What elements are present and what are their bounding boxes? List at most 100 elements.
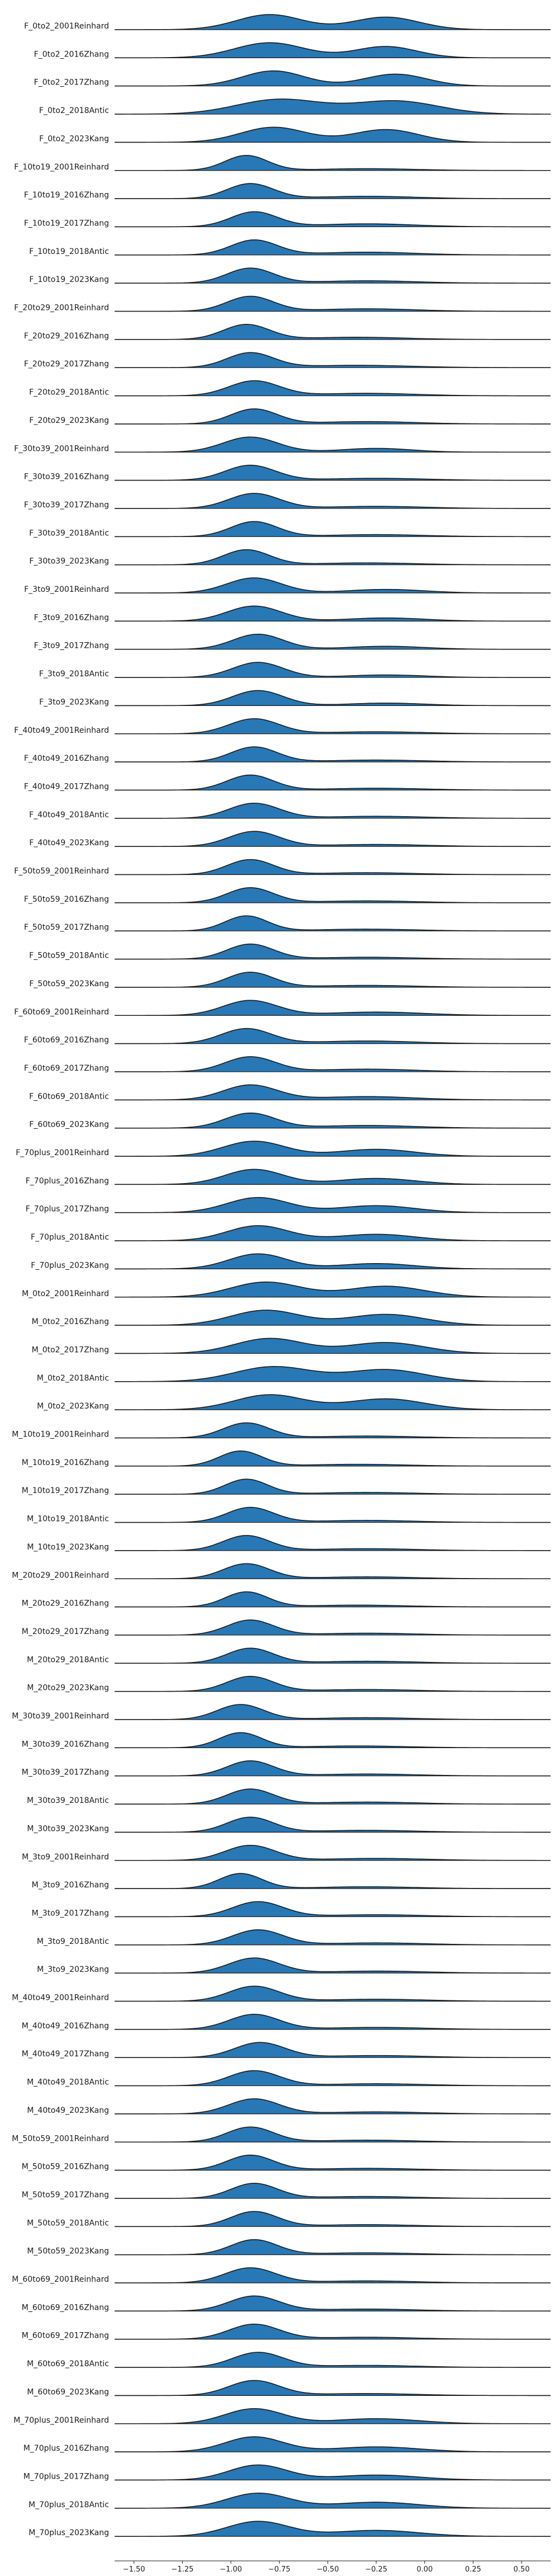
ridge-row: F_20to29_2023Kang bbox=[29, 408, 551, 425]
density-fill bbox=[115, 2437, 551, 2452]
ridge-row: F_40to49_2016Zhang bbox=[24, 746, 551, 763]
row-label: F_10to19_2023Kang bbox=[29, 275, 109, 284]
ridge-row: M_20to29_2016Zhang bbox=[22, 1591, 551, 1608]
row-label: M_10to19_2018Antic bbox=[27, 1515, 109, 1524]
density-fill bbox=[115, 887, 551, 903]
density-curve bbox=[115, 774, 551, 791]
row-label: F_50to59_2018Antic bbox=[29, 952, 109, 960]
row-label: M_30to39_2018Antic bbox=[27, 1796, 109, 1805]
row-label: M_20to29_2023Kang bbox=[27, 1684, 109, 1693]
density-curve bbox=[115, 1028, 551, 1044]
row-label: M_10to19_2016Zhang bbox=[22, 1458, 109, 1467]
density-curve bbox=[115, 1478, 551, 1495]
row-label: M_3to9_2016Zhang bbox=[32, 1881, 109, 1890]
row-label: M_50to59_2023Kang bbox=[27, 2247, 109, 2256]
row-label: M_3to9_2001Reinhard bbox=[22, 1853, 109, 1862]
density-fill bbox=[115, 211, 551, 227]
row-label: M_0to2_2001Reinhard bbox=[22, 1289, 109, 1298]
density-curve bbox=[115, 2042, 551, 2058]
density-fill bbox=[115, 690, 551, 706]
density-curve bbox=[115, 2126, 551, 2143]
x-axis: −1.50 −1.25 −1.00 −0.75 −0.50 −0.25 0.00 0.25 0.… bbox=[115, 2560, 551, 2574]
row-label: M_10to19_2023Kang bbox=[27, 1543, 109, 1552]
density-fill bbox=[115, 2352, 551, 2368]
density-curve bbox=[115, 352, 551, 368]
density-fill bbox=[115, 437, 551, 453]
ridge-row: F_60to69_2001Reinhard bbox=[14, 1000, 551, 1016]
row-label: F_10to19_2001Reinhard bbox=[14, 163, 109, 172]
density-fill bbox=[115, 2042, 551, 2058]
density-fill bbox=[115, 1141, 551, 1156]
density-fill bbox=[115, 1929, 551, 1945]
ridge-row: M_40to49_2018Antic bbox=[27, 2070, 551, 2087]
density-curve bbox=[115, 1310, 551, 1326]
ridge-row: F_60to69_2016Zhang bbox=[24, 1028, 551, 1045]
density-fill bbox=[115, 662, 551, 678]
density-fill bbox=[115, 606, 551, 621]
density-fill bbox=[115, 43, 551, 58]
density-fill bbox=[115, 1535, 551, 1551]
ridge-row: M_30to39_2018Antic bbox=[27, 1788, 551, 1805]
row-label: M_30to39_2023Kang bbox=[27, 1824, 109, 1833]
ridge-row: M_10to19_2016Zhang bbox=[22, 1451, 551, 1467]
ridge-row: M_10to19_2001Reinhard bbox=[12, 1422, 551, 1439]
ridge-row: F_50to59_2023Kang bbox=[29, 972, 551, 988]
ridge-row: F_50to59_2001Reinhard bbox=[14, 859, 551, 876]
density-curve bbox=[115, 2295, 551, 2312]
ridge-row: M_60to69_2017Zhang bbox=[22, 2323, 551, 2340]
row-label: M_60to69_2001Reinhard bbox=[12, 2275, 109, 2284]
density-curve bbox=[115, 324, 551, 340]
density-curve bbox=[115, 662, 551, 678]
density-fill bbox=[115, 775, 551, 790]
density-fill bbox=[115, 1366, 551, 1382]
density-fill bbox=[115, 2014, 551, 2029]
density-fill bbox=[115, 1028, 551, 1044]
ridge-rows: F_0to2_2001Reinhard F_0to2_2016Zhang F_0to… bbox=[12, 14, 551, 2537]
density-curve bbox=[115, 436, 551, 453]
ridge-row: F_0to2_2023Kang bbox=[39, 126, 551, 143]
row-label: F_30to39_2023Kang bbox=[29, 557, 109, 566]
density-fill bbox=[115, 2070, 551, 2086]
density-curve bbox=[115, 2014, 551, 2030]
density-curve bbox=[115, 1535, 551, 1551]
density-curve bbox=[115, 1816, 551, 1833]
density-fill bbox=[115, 1789, 551, 1805]
row-label: F_3to9_2016Zhang bbox=[34, 613, 109, 622]
ridge-row: F_0to2_2001Reinhard bbox=[24, 14, 551, 31]
density-fill bbox=[115, 747, 551, 762]
density-fill bbox=[115, 803, 551, 818]
row-label: F_30to39_2001Reinhard bbox=[14, 444, 109, 453]
row-label: M_70plus_2017Zhang bbox=[23, 2472, 109, 2481]
ridge-row: M_20to29_2018Antic bbox=[27, 1647, 551, 1664]
ridge-row: F_20to29_2017Zhang bbox=[24, 352, 551, 369]
density-fill bbox=[115, 493, 551, 508]
x-tick-label: −1.25 bbox=[171, 2565, 193, 2573]
density-curve bbox=[115, 1056, 551, 1072]
row-label: F_60to69_2017Zhang bbox=[24, 1064, 109, 1073]
row-label: M_0to2_2023Kang bbox=[37, 1402, 109, 1411]
row-label: M_70plus_2016Zhang bbox=[23, 2444, 109, 2453]
ridge-row: F_10to19_2018Antic bbox=[29, 239, 551, 256]
density-fill bbox=[115, 1845, 551, 1861]
density-fill bbox=[115, 127, 551, 143]
ridge-row: M_60to69_2016Zhang bbox=[22, 2295, 551, 2312]
density-curve bbox=[115, 1422, 551, 1439]
ridge-row: F_40to49_2018Antic bbox=[29, 802, 551, 820]
density-fill bbox=[115, 239, 551, 255]
density-fill bbox=[115, 718, 551, 734]
ridge-row: M_10to19_2018Antic bbox=[27, 1506, 551, 1524]
density-fill bbox=[115, 1479, 551, 1495]
ridge-row: M_50to59_2017Zhang bbox=[22, 2183, 551, 2200]
row-label: F_60to69_2016Zhang bbox=[24, 1036, 109, 1045]
density-fill bbox=[115, 1648, 551, 1664]
row-label: F_70plus_2017Zhang bbox=[26, 1205, 109, 1214]
density-curve bbox=[115, 1985, 551, 2002]
density-curve bbox=[115, 1788, 551, 1805]
ridge-row: F_10to19_2023Kang bbox=[29, 267, 551, 284]
density-curve bbox=[115, 2183, 551, 2199]
density-fill bbox=[115, 2155, 551, 2170]
row-label: M_30to39_2001Reinhard bbox=[12, 1712, 109, 1721]
ridge-row: F_30to39_2018Antic bbox=[29, 521, 551, 538]
row-label: M_3to9_2017Zhang bbox=[32, 1909, 109, 1918]
density-fill bbox=[115, 944, 551, 959]
